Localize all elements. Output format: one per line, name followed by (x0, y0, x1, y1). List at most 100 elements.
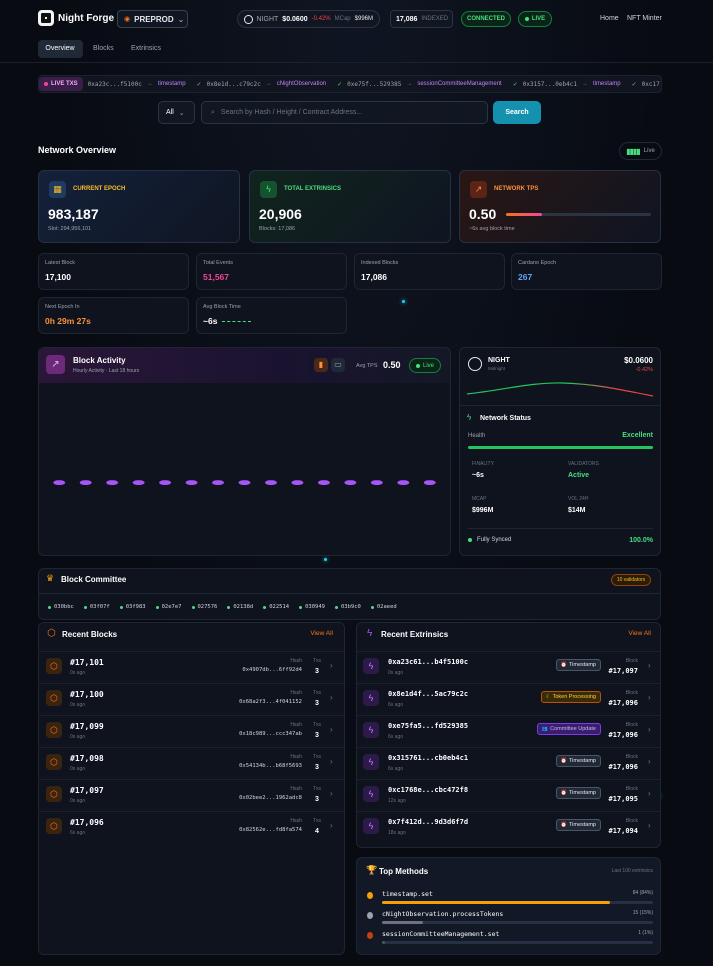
tx-arrow: → (146, 81, 153, 87)
member-id: 03f07f (89, 604, 110, 610)
extrinsic-block: #17,096 (608, 731, 638, 739)
tab[interactable]: Extrinsics (131, 45, 161, 52)
row-chevron[interactable]: › (648, 693, 651, 702)
committee-count: 10 validators (611, 574, 651, 586)
search-button-text: Search (505, 109, 529, 116)
member-id: 03f983 (125, 604, 146, 610)
network-select[interactable]: ◉ PREPROD ⌄ (117, 10, 188, 28)
row-chevron[interactable]: › (648, 661, 651, 670)
tx-method: timestamp (592, 81, 621, 87)
extrinsic-row (357, 779, 660, 810)
member-id: 027576 (197, 604, 218, 610)
row-chevron[interactable]: › (648, 789, 651, 798)
indexed-value: 17,086 (396, 15, 418, 23)
live-text: Live (422, 362, 434, 369)
member-dot (83, 605, 87, 609)
indexed: 17,086 INDEXED (390, 10, 453, 28)
tx-hash: 0x3157...0eb4c1 (522, 80, 577, 88)
row-chevron[interactable]: › (330, 821, 333, 830)
bar (212, 480, 224, 485)
chevron: ⌄ (177, 14, 185, 24)
block-icon: ⬡ (46, 658, 62, 674)
medal (367, 892, 373, 899)
member: 030949 (299, 604, 325, 610)
tab[interactable]: Blocks (93, 45, 114, 52)
mini-label: Indexed Blocks (361, 260, 399, 266)
search-icon: ⌕ (211, 108, 215, 116)
tag-text: Token Processing (552, 694, 596, 700)
block-label: Block (625, 818, 638, 824)
mini-value: 267 (518, 272, 533, 282)
activity-icon: ↗ (46, 355, 65, 374)
filter-select[interactable]: All ⌄ (158, 101, 195, 124)
stat-card (249, 170, 451, 243)
extrinsic-hash: 0x8e1d4f...5ac79c2c (388, 690, 469, 698)
search-button[interactable]: Search (493, 101, 541, 124)
row-chevron[interactable]: › (648, 757, 651, 766)
methods-panel (356, 857, 661, 955)
member-dot (299, 605, 303, 609)
card-sub: Slot: 294,956,101 (48, 226, 92, 232)
bar (265, 480, 277, 485)
txs-label: Txs (312, 722, 322, 728)
ticker-icon (244, 14, 253, 24)
block-number: #17,097 (70, 786, 104, 795)
chart-subtitle: Hourly Activity · Last 18 hours (73, 368, 140, 374)
avg-tps-value: 0.50 (383, 360, 401, 370)
block-label: Block (625, 722, 638, 728)
sync-label: Fully Synced (477, 537, 512, 543)
extrinsic-icon: ϟ (363, 786, 379, 802)
metric-value: ~6s (472, 472, 484, 479)
extrinsic-row (357, 651, 660, 682)
row-chevron[interactable]: › (330, 693, 333, 702)
member-dot (191, 605, 195, 609)
card-value: 20,906 (259, 206, 302, 222)
tag-text: Timestamp (569, 790, 596, 796)
health-value: Excellent (622, 432, 653, 439)
chart-toggle: ▮ (314, 358, 328, 372)
member-dot (119, 605, 123, 609)
method-bar (382, 921, 423, 924)
nav-link[interactable]: NFT Minter (627, 15, 662, 22)
method-tag: ⏰ Timestamp (555, 659, 601, 671)
row-chevron[interactable]: › (648, 725, 651, 734)
bar (344, 480, 357, 485)
hash-label: Hash (290, 754, 302, 760)
extrinsic-hash: 0xa23c61...b4f5100c (388, 658, 469, 666)
network-name: PREPROD (134, 14, 174, 24)
row-chevron[interactable]: › (330, 725, 333, 734)
method-tag: ⏰ Timestamp (555, 755, 601, 767)
tab[interactable]: Overview (45, 45, 75, 52)
tag-icon: 👥 (541, 726, 549, 732)
row-chevron[interactable]: › (330, 661, 333, 670)
search-input[interactable]: ⌕ Search by Hash / Height / Contract Addr… (201, 101, 488, 124)
mini-card (38, 297, 189, 334)
block-icon: ⬡ (46, 786, 62, 802)
nav-link[interactable]: Home (600, 15, 619, 22)
live-pill: ▮▮▮▮ Live (619, 142, 662, 160)
view-all[interactable]: View All (310, 630, 333, 637)
tx-check: ✓ (631, 81, 637, 88)
bar (159, 480, 172, 485)
method-bar (382, 901, 610, 904)
row-chevron[interactable]: › (330, 757, 333, 766)
connection-text: CONNECTED (466, 16, 505, 22)
row-chevron[interactable]: › (330, 789, 333, 798)
live-txs-label: LIVE TXS (39, 77, 83, 91)
health-bar (468, 446, 653, 449)
row-chevron[interactable]: › (648, 821, 651, 830)
view-all[interactable]: View All (628, 630, 651, 637)
chart-live: Live (409, 358, 441, 373)
live-txs: LIVE TXS 0xa23c...f5100c → timestamp ✓ 0x8e1d… (38, 75, 662, 93)
logo (38, 10, 54, 26)
bar (317, 480, 330, 485)
tag-text: Timestamp (569, 662, 596, 668)
block-age: 0s ago (70, 702, 86, 708)
block-icon: ⬡ (46, 818, 62, 834)
metric-label: VALIDATORS (568, 461, 599, 467)
tx-check: ✓ (512, 81, 518, 88)
tx-arrow: → (406, 81, 413, 87)
block-icon: ⬡ (46, 754, 62, 770)
member-dot (335, 605, 338, 609)
